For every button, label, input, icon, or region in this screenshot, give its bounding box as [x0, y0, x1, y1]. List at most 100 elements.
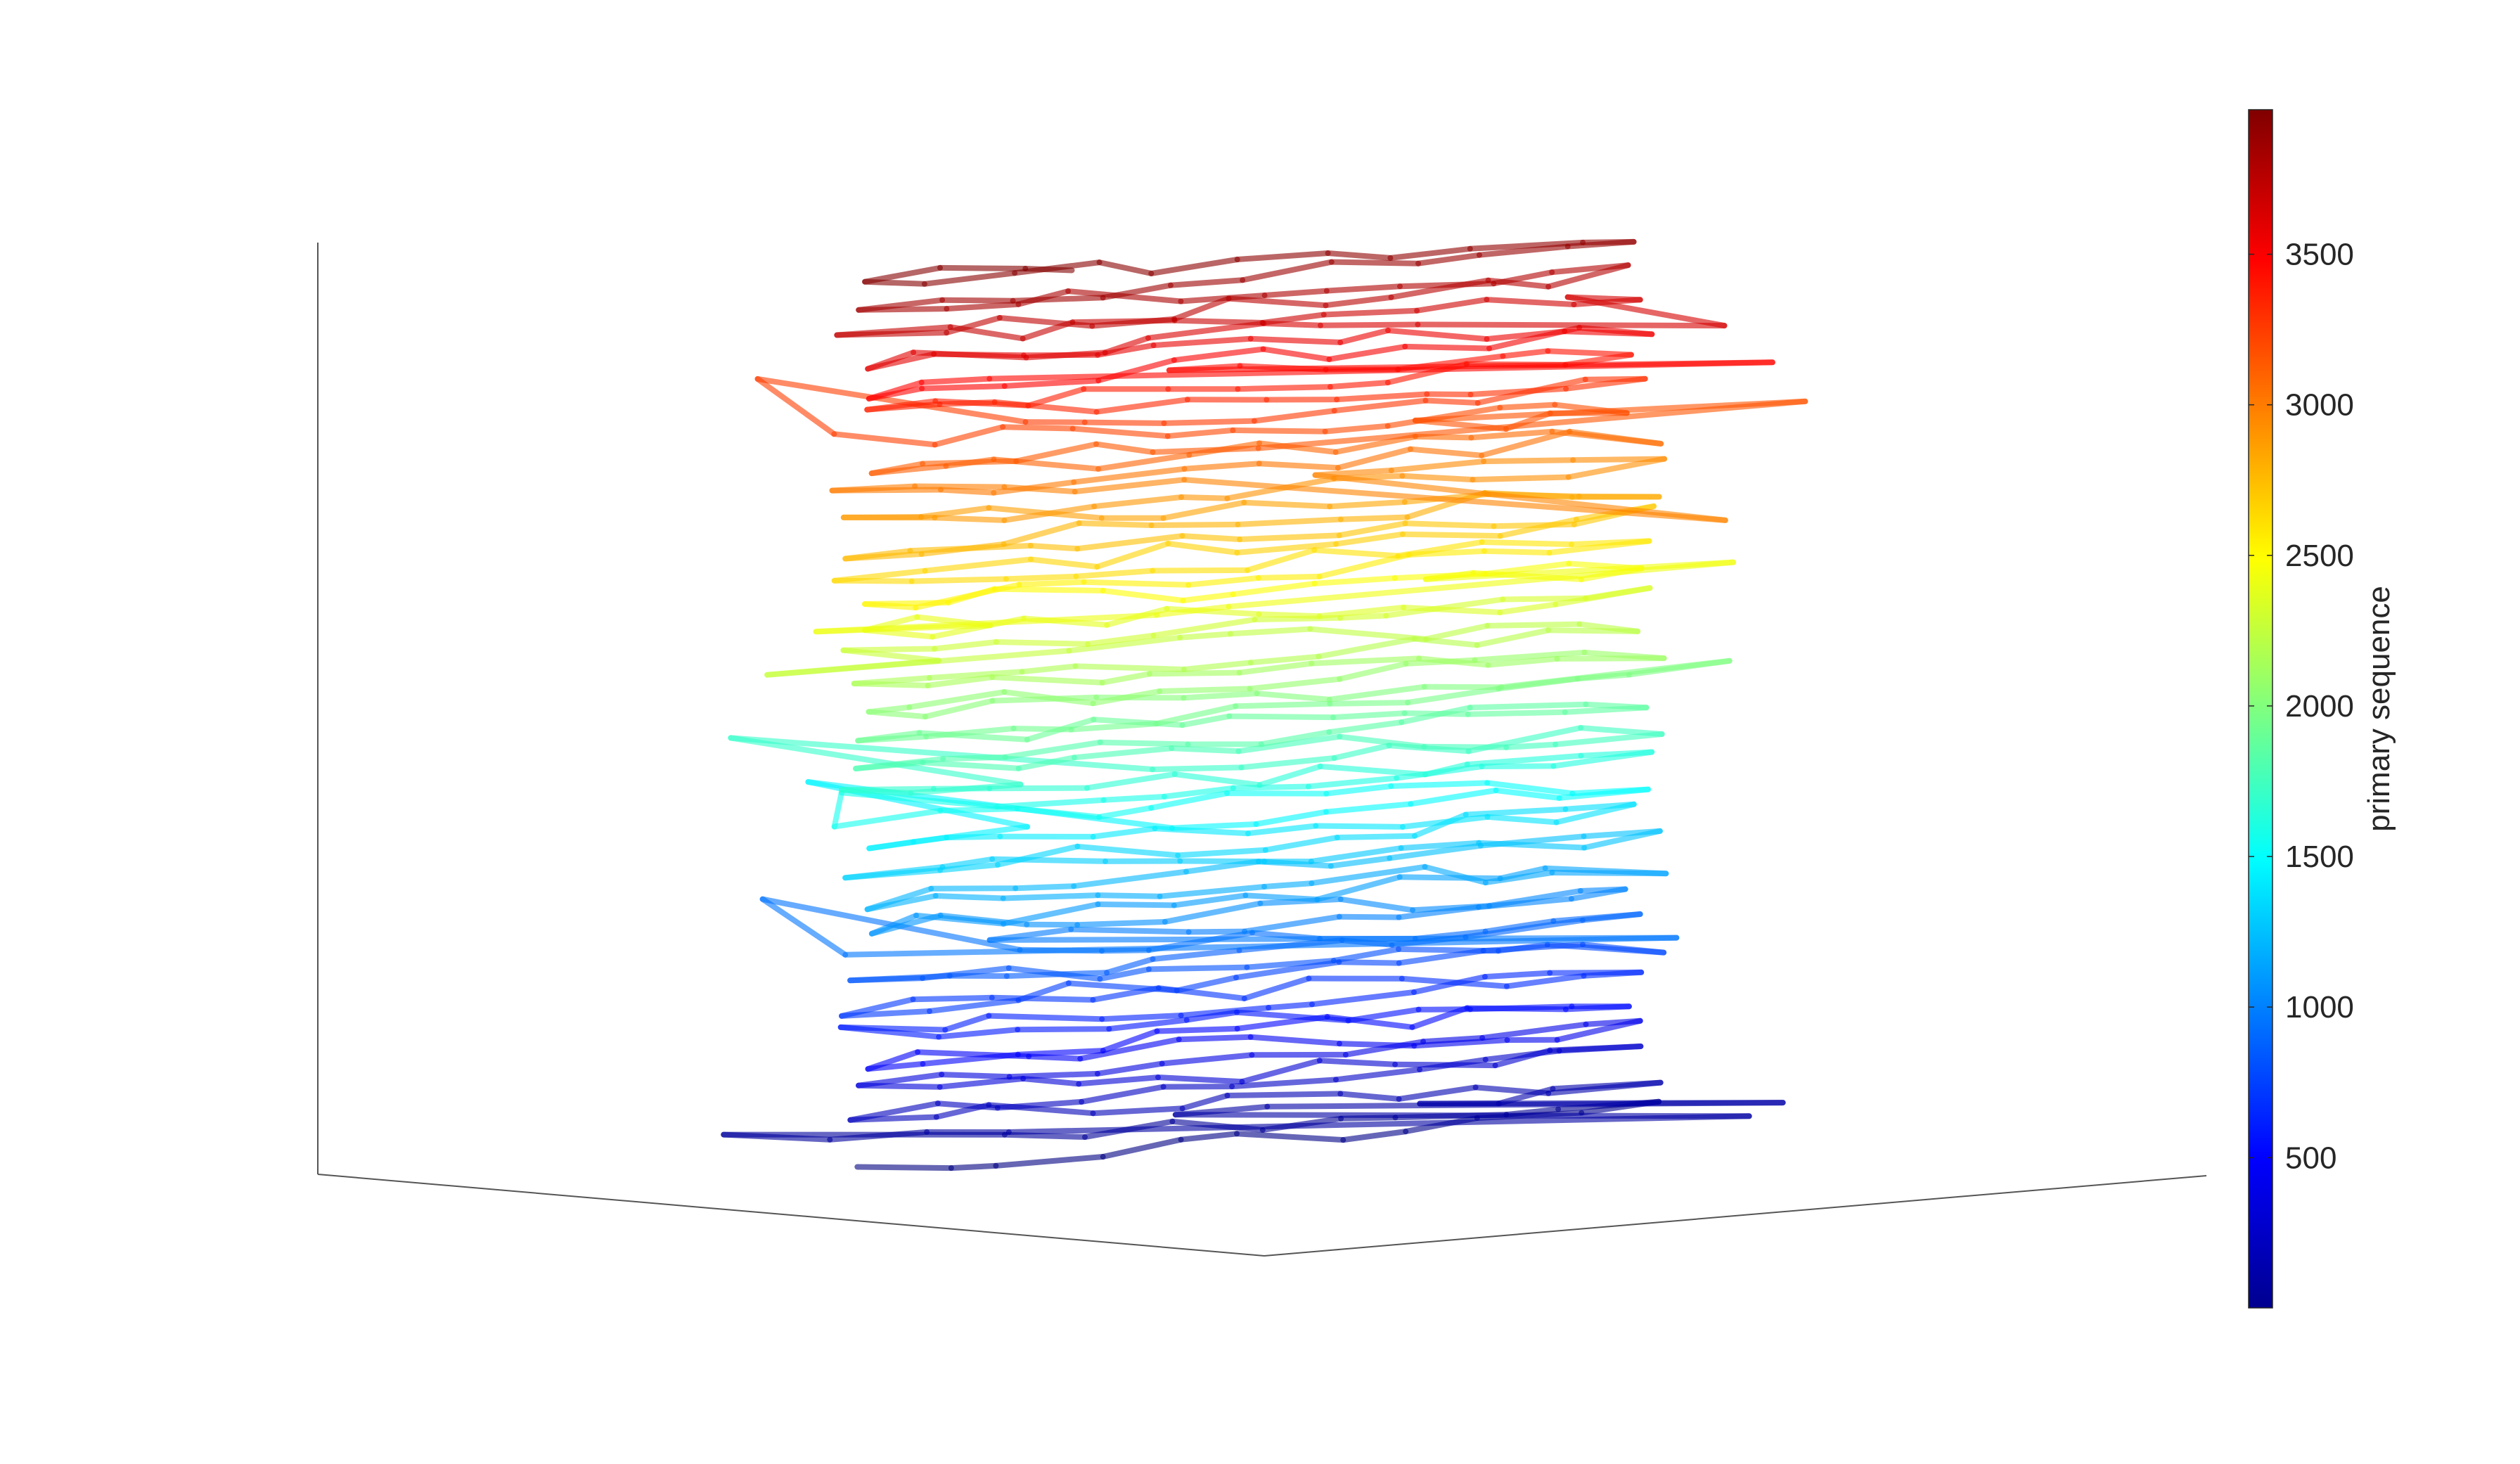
colorbar-tick-label: 2500 — [2285, 539, 2354, 573]
trace-segment — [1230, 783, 1311, 791]
trace-segment — [1234, 1009, 1351, 1024]
trace-segment — [1095, 451, 1192, 472]
trace-segment — [864, 398, 939, 413]
trace-segment — [1496, 942, 1550, 954]
trace-segment — [1094, 1060, 1165, 1077]
trace-segment — [1090, 688, 1163, 707]
trace-segment — [940, 754, 1008, 762]
trace-segment — [1251, 408, 1337, 424]
colorbar-tick-label: 1000 — [2285, 990, 2354, 1025]
trace-segment — [1388, 780, 1491, 789]
trace-segment — [923, 726, 1017, 740]
trace-segment — [1484, 621, 1583, 629]
trace-segment — [944, 315, 1003, 336]
trace-segment — [1313, 823, 1406, 830]
trace-segment — [1150, 947, 1242, 962]
trace-segment — [840, 646, 937, 653]
trace-segment — [996, 315, 1095, 329]
trace-segment — [1314, 874, 1403, 903]
trace-segment — [1001, 901, 1101, 927]
trace-segment — [939, 1072, 1012, 1080]
trace-segment — [1093, 397, 1190, 415]
trace-segment — [1481, 457, 1576, 465]
trace-segment — [1015, 755, 1077, 771]
trace-segment — [1091, 494, 1184, 510]
trace-segment — [1261, 880, 1315, 890]
trace-segment — [1247, 335, 1344, 345]
trace-segment — [1503, 410, 1553, 432]
trace-segment — [1311, 547, 1401, 559]
trace-segment — [1401, 604, 1503, 615]
trace-segment — [1562, 705, 1650, 715]
trace-segment — [1484, 328, 1568, 342]
axis-edge-left-floor — [317, 1174, 1265, 1257]
trace-segment — [913, 912, 1006, 927]
trace-segment — [1500, 595, 1589, 603]
trace-segment — [932, 639, 999, 652]
trace-segment — [1162, 900, 1264, 925]
trace-segment — [1160, 1084, 1235, 1090]
trace-segment — [1326, 719, 1405, 736]
trace-segment — [1387, 842, 1484, 861]
trace-segment — [1550, 911, 1643, 924]
trace-segment — [1171, 295, 1232, 322]
trace-segment — [1235, 384, 1333, 392]
trace-segment — [1259, 312, 1327, 326]
trace-segment — [1562, 328, 1655, 338]
trace-segment — [1497, 601, 1559, 615]
trace-segment — [1325, 250, 1394, 261]
trace-segment — [936, 1027, 1021, 1040]
trace-segment — [1407, 446, 1485, 458]
polymer-trace — [721, 238, 1808, 1171]
trace-segment — [1171, 317, 1266, 326]
trace-segment — [1337, 733, 1427, 750]
trace-segment — [839, 1008, 932, 1019]
trace-segment — [728, 735, 1155, 773]
trace-segment — [831, 790, 844, 830]
trace-segment — [1150, 445, 1261, 455]
trace-segment — [754, 375, 837, 437]
trace-segment — [1224, 790, 1330, 797]
trace-segment — [1100, 1136, 1184, 1160]
trace-segment — [1236, 660, 1315, 676]
trace-segment — [1178, 494, 1230, 501]
trace-segment — [1316, 604, 1407, 619]
trace-segment — [1167, 277, 1246, 288]
trace-segment — [938, 487, 997, 496]
trace-segment — [1006, 1070, 1100, 1080]
trace-segment — [1388, 458, 1487, 473]
trace-segment — [1326, 683, 1427, 702]
trace-segment — [1015, 1048, 1106, 1058]
trace-segment — [1012, 883, 1077, 892]
trace-segment — [1415, 252, 1482, 267]
trace-segment — [1005, 1113, 1752, 1135]
trace-segment — [1345, 1006, 1422, 1024]
trace-segment — [1482, 560, 1572, 577]
trace-segment — [1334, 833, 1418, 841]
trace-segment — [1547, 1044, 1644, 1053]
trace-segment — [1237, 532, 1342, 542]
colorbar-tick-label: 1500 — [2285, 840, 2354, 874]
trace-segment — [906, 689, 1008, 710]
trace-segment — [1003, 573, 1079, 582]
trace-segment — [1095, 892, 1163, 899]
colorbar-label: primary sequence — [2362, 586, 2396, 832]
trace-segment — [1323, 783, 1394, 797]
trace-segment — [1235, 733, 1343, 755]
trace-segment — [1238, 755, 1337, 771]
trace-segment — [1244, 958, 1337, 970]
trace-segment — [1305, 775, 1400, 790]
trace-segment — [1245, 547, 1318, 573]
trace-segment — [831, 431, 938, 448]
trace-segment — [918, 375, 993, 385]
trace-segment — [1423, 622, 1491, 642]
trace-segment — [1396, 946, 1501, 954]
trace-segment — [1328, 259, 1422, 267]
trace-segment — [1484, 780, 1576, 797]
trace-segment — [1169, 745, 1242, 755]
trace-segment — [986, 935, 1680, 943]
trace-segment — [1226, 713, 1336, 721]
trace-segment — [919, 383, 1008, 392]
trace-segment — [1261, 288, 1330, 298]
trace-segment — [1247, 676, 1343, 692]
